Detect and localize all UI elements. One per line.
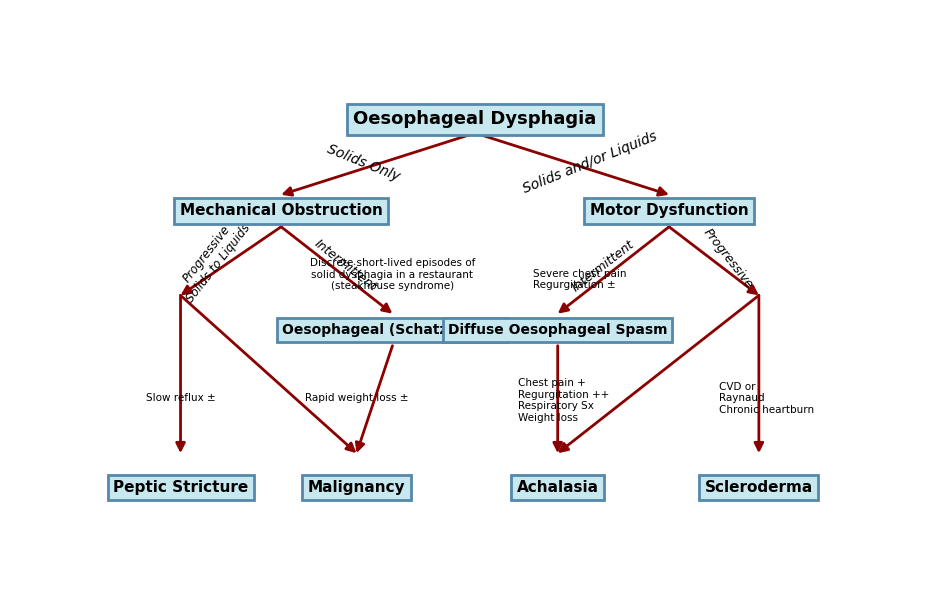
- Text: Intermittent: Intermittent: [312, 238, 379, 294]
- Text: Mechanical Obstruction: Mechanical Obstruction: [180, 203, 383, 218]
- Text: Achalasia: Achalasia: [516, 480, 599, 495]
- Text: Malignancy: Malignancy: [308, 480, 405, 495]
- Text: CVD or
Raynaud
Chronic heartburn: CVD or Raynaud Chronic heartburn: [719, 382, 815, 415]
- Text: Motor Dysfunction: Motor Dysfunction: [590, 203, 748, 218]
- Text: Intermittent: Intermittent: [569, 238, 637, 294]
- Text: Diffuse Oesophageal Spasm: Diffuse Oesophageal Spasm: [448, 323, 667, 337]
- Text: Scleroderma: Scleroderma: [705, 480, 813, 495]
- Text: Progressive
Solids to Liquids: Progressive Solids to Liquids: [172, 213, 253, 305]
- Text: Oesophageal (Schatzki ring): Oesophageal (Schatzki ring): [282, 323, 503, 337]
- Text: Chest pain +
Regurgitation ++
Respiratory Sx
Weight loss: Chest pain + Regurgitation ++ Respirator…: [518, 378, 609, 423]
- Text: Oesophageal Dysphagia: Oesophageal Dysphagia: [353, 110, 597, 128]
- Text: Progressive: Progressive: [701, 226, 756, 292]
- Text: Discrete short-lived episodes of
solid dysphagia in a restaurant
(steakhouse syn: Discrete short-lived episodes of solid d…: [310, 258, 476, 292]
- Text: Slow reflux ±: Slow reflux ±: [146, 393, 215, 403]
- Text: Peptic Stricture: Peptic Stricture: [113, 480, 248, 495]
- Text: Severe chest pain
Regurgitation ±: Severe chest pain Regurgitation ±: [532, 268, 626, 290]
- Text: Solids Only: Solids Only: [325, 142, 402, 184]
- Text: Rapid weight loss ±: Rapid weight loss ±: [305, 393, 408, 403]
- Text: Solids and/or Liquids: Solids and/or Liquids: [521, 129, 659, 196]
